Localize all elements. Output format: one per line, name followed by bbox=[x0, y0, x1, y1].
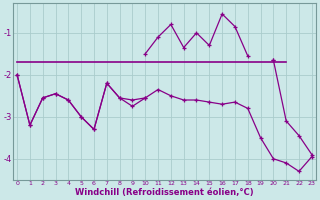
X-axis label: Windchill (Refroidissement éolien,°C): Windchill (Refroidissement éolien,°C) bbox=[75, 188, 254, 197]
